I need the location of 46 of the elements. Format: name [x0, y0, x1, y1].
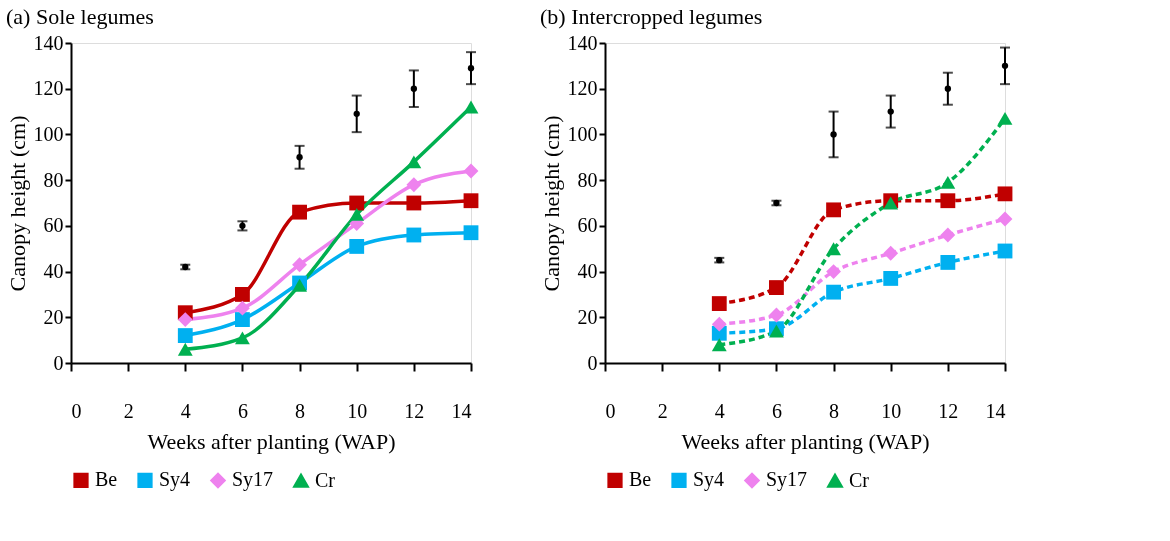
x-tick-label: 10 [347, 399, 368, 422]
y-axis-title: Canopy height (cm) [4, 115, 30, 292]
legend-label: Sy17 [232, 468, 274, 492]
y-tick-label: 120 [567, 77, 598, 100]
x-tick-label: 4 [180, 399, 191, 422]
x-tick-label: 2 [123, 399, 134, 422]
x-tick-label: 10 [881, 399, 902, 422]
x-axis-title: Weeks after planting (WAP) [147, 428, 396, 454]
x-tick-label: 14 [985, 399, 1006, 422]
x-tick-label: 6 [771, 399, 782, 422]
x-tick-label: 2 [657, 399, 668, 422]
y-tick-label: 120 [33, 77, 64, 100]
y-tick-label: 60 [43, 214, 64, 237]
x-axis-title: Weeks after planting (WAP) [681, 428, 930, 454]
x-tick-label: 6 [237, 399, 248, 422]
chart-title: (b) Intercropped legumes [540, 4, 763, 29]
y-tick-label: 140 [567, 31, 598, 54]
legend-label: Cr [849, 468, 870, 491]
y-tick-label: 80 [43, 168, 64, 191]
y-tick-label: 140 [33, 31, 64, 54]
y-tick-label: 100 [33, 122, 64, 145]
x-tick-label: 0 [605, 399, 616, 422]
y-tick-label: 40 [43, 260, 64, 283]
y-axis-title: Canopy height (cm) [538, 115, 564, 292]
y-tick-label: 0 [587, 351, 598, 374]
legend-label: Be [629, 468, 652, 491]
x-tick-label: 8 [295, 399, 306, 422]
x-tick-label: 0 [71, 399, 82, 422]
y-tick-label: 20 [577, 305, 598, 328]
x-tick-label: 14 [451, 399, 472, 422]
y-tick-label: 80 [577, 168, 598, 191]
legend-label: Sy4 [159, 468, 191, 492]
chart-title: (a) Sole legumes [6, 4, 154, 29]
y-tick-label: 0 [53, 351, 64, 374]
y-tick-label: 100 [567, 122, 598, 145]
x-tick-label: 8 [829, 399, 840, 422]
x-tick-label: 12 [404, 399, 425, 422]
legend-label: Cr [315, 468, 336, 491]
y-tick-label: 20 [43, 305, 64, 328]
legend-label: Sy17 [766, 468, 808, 492]
legend-label: Sy4 [693, 468, 725, 492]
y-tick-label: 60 [577, 214, 598, 237]
y-tick-label: 40 [577, 260, 598, 283]
legend-label: Be [95, 468, 118, 491]
x-tick-label: 4 [714, 399, 725, 422]
x-tick-label: 12 [938, 399, 959, 422]
